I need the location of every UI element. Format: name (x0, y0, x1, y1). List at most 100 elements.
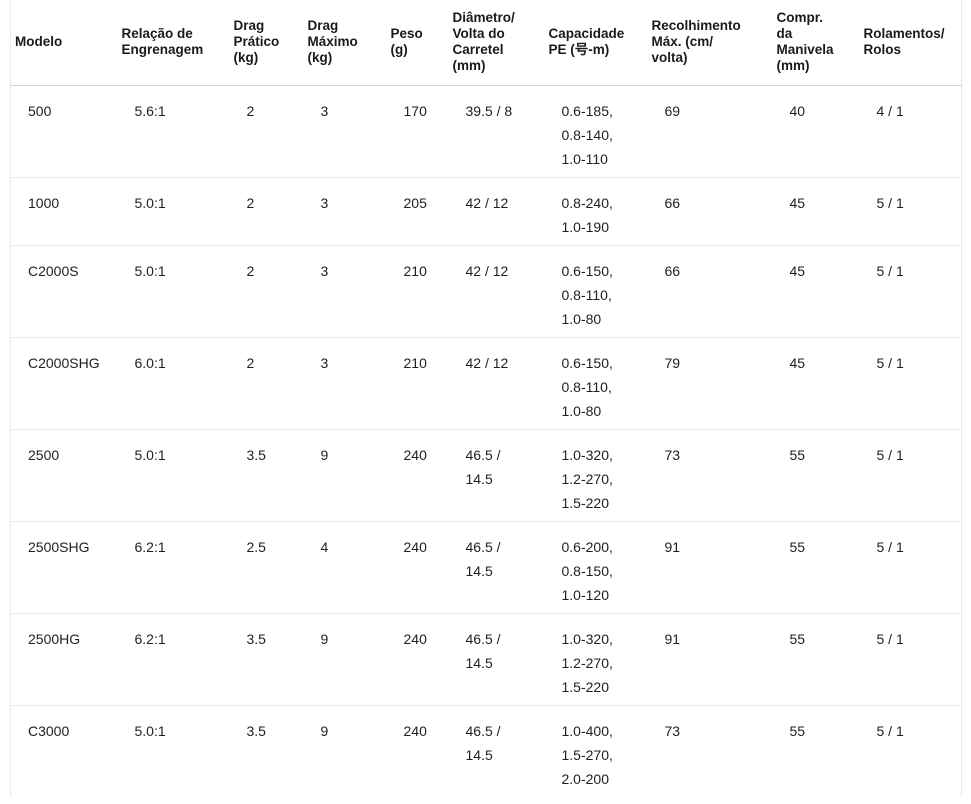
cell-engrenagem: 5.0:1 (117, 177, 230, 246)
cell-capacidade: 0.6-185, 0.8-140, 1.0-110 (544, 85, 648, 178)
cell-diametro: 46.5 / 14.5 (448, 613, 545, 706)
cell-drag-pratico: 3.5 (229, 613, 304, 706)
header-row: Modelo Relação de Engrenagem Drag Prático … (10, 0, 962, 86)
cell-drag-maximo: 3 (303, 177, 387, 246)
cell-modelo: 500 (10, 85, 118, 178)
cell-engrenagem: 6.0:1 (117, 337, 230, 430)
cell-manivela: 40 (772, 85, 860, 178)
cell-drag-pratico: 2 (229, 245, 304, 338)
cell-drag-maximo: 9 (320, 722, 329, 739)
table-row: 2500 5.0:1 3.5 9 240 46.5 / 14.5 1.0-320, 1.2-… (10, 429, 962, 522)
cell-engrenagem: 5.0:1 (117, 429, 230, 522)
cell-engrenagem: 5.6:1 (117, 85, 230, 178)
cell-peso: 240 (386, 613, 449, 706)
table-body: 500 5.6:1 2 3 170 39.5 / 8 0.6-185, 0.8-140, 1… (10, 85, 962, 797)
cell-manivela: 45 (772, 177, 860, 246)
cell-diametro: 42 / 12 (448, 177, 545, 246)
table-row: C2000S 5.0:1 2 3 210 42 / 12 0.6-150, 0.8-110,… (10, 245, 962, 338)
table-row: C2000SHG 6.0:1 2 3 210 42 / 12 0.6-150, 0.8-11… (10, 337, 962, 430)
specs-table-container: Modelo Relação de Engrenagem Drag Prático … (10, 0, 962, 797)
cell-drag-maximo: 9 (303, 429, 387, 522)
cell-modelo: C2000S (10, 245, 118, 338)
cell-drag-maximo: 3 (303, 337, 387, 430)
column-header-recolhimento: Recolhimento Máx. (cm/ volta) (647, 0, 773, 86)
table-header: Modelo Relação de Engrenagem Drag Prático … (10, 0, 962, 86)
cell-peso: 170 (386, 85, 449, 178)
cell-recolhimento: 69 (647, 85, 773, 178)
cell-modelo: 2500SHG (10, 521, 118, 614)
cell-drag-pratico: 3.5 (229, 429, 304, 522)
cell-diametro: 46.5 / 14.5 (448, 429, 545, 522)
cell-recolhimento: 73 (664, 722, 681, 739)
cell-engrenagem: 6.2:1 (117, 613, 230, 706)
cell-modelo: 2500 (10, 429, 118, 522)
column-header-drag-maximo: Drag Máximo (kg) (303, 0, 387, 86)
column-header-rolamentos: Rolamentos/ Rolos (859, 0, 962, 86)
cell-recolhimento: 79 (647, 337, 773, 430)
cell-rolamentos: 5 / 1 (859, 429, 962, 522)
table-row: C3000 5.0:1 3.5 9 240 46.5 / 14.5 1.0-400, 1.5… (11, 705, 962, 797)
cell-drag-pratico: 2 (229, 85, 304, 178)
cell-peso: 240 (386, 521, 449, 614)
cell-modelo: C2000SHG (10, 337, 118, 430)
column-header-diametro: Diâmetro/ Volta do Carretel (mm) (448, 0, 545, 86)
cell-drag-maximo: 3 (303, 85, 387, 178)
cell-manivela: 55 (772, 521, 860, 614)
cell-engrenagem: 6.2:1 (117, 521, 230, 614)
cell-rolamentos: 5 / 1 (859, 245, 962, 338)
cell-peso: 210 (386, 245, 449, 338)
cell-rolamentos: 5 / 1 (876, 722, 904, 739)
cell-capacidade: 0.6-200, 0.8-150, 1.0-120 (544, 521, 648, 614)
cell-engrenagem: 5.0:1 (134, 722, 166, 739)
cell-drag-pratico: 2 (229, 177, 304, 246)
cell-diametro: 42 / 12 (448, 337, 545, 430)
cell-manivela: 55 (772, 429, 860, 522)
cell-peso: 210 (386, 337, 449, 430)
cell-diametro: 46.5 / 14.5 (448, 521, 545, 614)
cell-rolamentos: 5 / 1 (859, 177, 962, 246)
cell-manivela: 55 (772, 613, 860, 706)
cell-modelo: C3000 (28, 722, 70, 739)
cell-modelo: 2500HG (10, 613, 118, 706)
cell-peso: 240 (386, 429, 449, 522)
cell-capacidade: 1.0-320, 1.2-270, 1.5-220 (544, 429, 648, 522)
cell-capacidade: 0.6-150, 0.8-110, 1.0-80 (544, 245, 648, 338)
cell-rolamentos: 5 / 1 (859, 521, 962, 614)
cell-peso: 205 (386, 177, 449, 246)
cell-rolamentos: 5 / 1 (859, 337, 962, 430)
column-header-peso: Peso (g) (386, 0, 449, 86)
cell-capacidade: 0.6-150, 0.8-110, 1.0-80 (544, 337, 648, 430)
cell-manivela: 45 (772, 245, 860, 338)
table-row: 2500SHG 6.2:1 2.5 4 240 46.5 / 14.5 0.6-200, 0… (10, 521, 962, 614)
cell-modelo: 1000 (10, 177, 118, 246)
cell-manivela: 55 (789, 722, 806, 739)
cell-diametro: 42 / 12 (448, 245, 545, 338)
cell-recolhimento: 73 (647, 429, 773, 522)
cell-diametro: 46.5 / 14.5 (465, 722, 501, 763)
cell-capacidade: 1.0-400, 1.5-270, 2.0-200 (561, 722, 613, 787)
cell-recolhimento: 66 (647, 245, 773, 338)
column-header-engrenagem: Relação de Engrenagem (117, 0, 230, 86)
cell-capacidade: 0.8-240, 1.0-190 (544, 177, 648, 246)
cell-recolhimento: 91 (647, 521, 773, 614)
cell-recolhimento: 66 (647, 177, 773, 246)
cell-drag-maximo: 3 (303, 245, 387, 338)
cell-rolamentos: 5 / 1 (859, 613, 962, 706)
cell-recolhimento: 91 (647, 613, 773, 706)
cell-rolamentos: 4 / 1 (859, 85, 962, 178)
cell-manivela: 45 (772, 337, 860, 430)
cell-drag-pratico: 2 (229, 337, 304, 430)
column-header-capacidade: Capacidade PE (号-m) (544, 0, 648, 86)
cell-capacidade: 1.0-320, 1.2-270, 1.5-220 (544, 613, 648, 706)
cell-drag-maximo: 9 (303, 613, 387, 706)
cell-engrenagem: 5.0:1 (117, 245, 230, 338)
cell-drag-pratico: 2.5 (229, 521, 304, 614)
table-row: 500 5.6:1 2 3 170 39.5 / 8 0.6-185, 0.8-140, 1… (10, 85, 962, 178)
cell-drag-maximo: 4 (303, 521, 387, 614)
cell-peso: 240 (403, 722, 427, 739)
column-header-modelo: Modelo (10, 0, 118, 86)
table-row: 2500HG 6.2:1 3.5 9 240 46.5 / 14.5 1.0-320, 1.… (10, 613, 962, 706)
column-header-manivela: Compr. da Manivela (mm) (772, 0, 860, 86)
table-row: 1000 5.0:1 2 3 205 42 / 12 0.8-240, 1.0-190 66 4… (10, 177, 962, 246)
cell-drag-pratico: 3.5 (246, 722, 266, 739)
